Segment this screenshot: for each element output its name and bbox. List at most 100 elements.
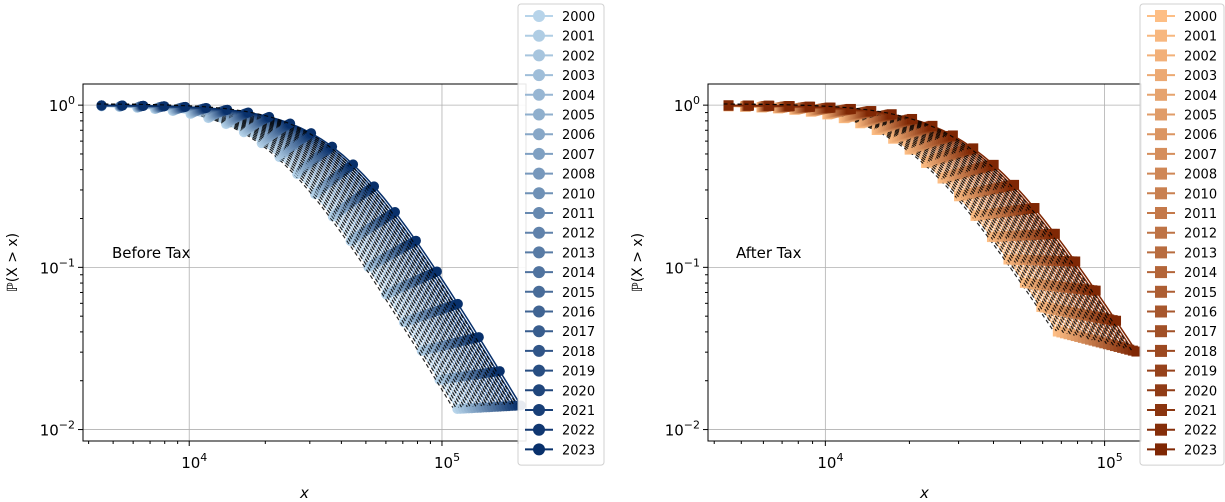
after-tax-x-tick-label: 104: [817, 451, 843, 472]
after-tax-fit-line-2000: [723, 104, 1054, 331]
after-tax-legend-label: 2017: [1184, 325, 1217, 340]
before-tax-y-tick-label: 10−1: [40, 256, 75, 277]
after-tax-legend-marker: [1155, 88, 1167, 101]
before-tax-point-2023: [390, 207, 401, 218]
after-tax-y-tick-label: 100: [674, 94, 700, 115]
after-tax-legend-marker: [1155, 69, 1167, 82]
after-tax-point-2023: [988, 159, 999, 170]
before-tax-point-2023: [117, 100, 128, 111]
after-tax-fit-line-2014: [723, 103, 1100, 343]
after-tax-legend-marker: [1155, 325, 1167, 338]
before-tax-legend-marker: [533, 325, 545, 338]
after-tax-legend-label: 2005: [1184, 109, 1217, 124]
before-tax-legend-marker: [533, 404, 545, 416]
before-tax-fit-line-2017: [97, 103, 500, 406]
after-tax-legend-marker: [1155, 384, 1167, 397]
after-tax-legend-label: 2011: [1184, 207, 1217, 222]
after-tax-point-2023: [968, 143, 979, 154]
before-tax-legend-marker: [533, 443, 545, 456]
before-tax-legend-marker: [533, 226, 545, 239]
before-tax-legend: 2000 2001 2002 2003 2004 2005 2006 2007 2008 2010…: [517, 3, 605, 466]
before-tax-fit-line-2003: [97, 104, 462, 408]
before-tax-point-2023: [410, 235, 421, 246]
before-tax-legend-marker: [533, 69, 545, 82]
before-tax-legend-marker: [533, 344, 545, 357]
after-tax-point-2023: [1090, 285, 1101, 296]
before-tax-legend-label: 2011: [562, 207, 595, 222]
before-tax-point-2023: [201, 102, 212, 113]
before-tax-legend-marker: [533, 49, 545, 62]
before-tax-legend-marker: [533, 246, 545, 259]
before-tax-legend-marker: [533, 187, 545, 200]
after-tax-point-2023: [784, 101, 795, 112]
after-tax-x-axis-label: x: [919, 484, 929, 502]
before-tax-fit-line-2022: [97, 103, 514, 405]
before-tax-legend-marker: [533, 147, 545, 160]
before-tax-legend-marker: [533, 423, 545, 436]
after-tax-legend-label: 2004: [1184, 89, 1217, 104]
before-tax-y-tick-label: 100: [49, 94, 75, 115]
after-tax-fit-line-2010: [723, 103, 1086, 339]
after-tax-x-tick-label: 105: [1097, 451, 1123, 472]
before-tax-legend-label: 2003: [562, 69, 595, 84]
before-tax-point-2023: [494, 366, 505, 377]
after-tax-annotation: After Tax: [736, 244, 802, 262]
before-tax-legend-label: 2020: [562, 384, 595, 399]
after-tax-legend: 2000 2001 2002 2003 2004 2005 2006 2007 2008 2010…: [1139, 3, 1225, 466]
after-tax-legend-label: 2015: [1184, 286, 1217, 301]
after-tax-fit-line-2013: [723, 103, 1097, 342]
after-tax-legend-marker: [1155, 207, 1167, 219]
before-tax-point-2023: [431, 266, 442, 277]
before-tax-point-2023: [180, 101, 191, 112]
after-tax-legend-marker: [1155, 187, 1167, 200]
before-tax-fit-line-2020: [97, 103, 509, 405]
before-tax-y-tick-label: 10−2: [40, 419, 75, 440]
after-tax-fit-line-2001: [723, 104, 1057, 332]
before-tax-legend-marker: [533, 266, 545, 279]
after-tax-legend-label: 2008: [1184, 168, 1217, 183]
before-tax-legend-label: 2014: [562, 266, 595, 281]
before-tax-legend-marker: [533, 10, 545, 22]
after-tax-legend-label: 2023: [1184, 443, 1217, 458]
after-tax-legend-marker: [1155, 305, 1167, 318]
before-tax-legend-label: 2019: [562, 365, 595, 380]
after-tax-legend-label: 2010: [1184, 187, 1217, 202]
after-tax-point-2023: [1049, 228, 1060, 239]
after-tax-legend-marker: [1155, 344, 1167, 357]
after-tax-legend-label: 2000: [1184, 10, 1217, 25]
after-tax-legend-label: 2006: [1184, 128, 1217, 143]
after-tax-legend-marker: [1155, 443, 1167, 456]
after-tax-point-2023: [825, 102, 836, 113]
after-tax-point-2023: [764, 100, 775, 111]
after-tax-legend-marker: [1155, 364, 1167, 377]
after-tax-point-2023: [1131, 346, 1141, 357]
before-tax-point-2023: [473, 332, 484, 343]
before-tax-legend-marker: [533, 305, 545, 318]
before-tax-fit-line-2021: [97, 103, 512, 405]
before-tax-annotation: Before Tax: [112, 244, 191, 262]
before-tax-legend-label: 2005: [562, 109, 595, 124]
after-tax-fit-line-2023: [723, 103, 1132, 351]
before-tax-point-2023: [327, 141, 338, 152]
before-tax-legend-label: 2007: [562, 148, 595, 163]
after-tax-legend-marker: [1155, 29, 1167, 42]
after-tax-legend-marker: [1155, 404, 1167, 416]
after-tax-legend-marker: [1155, 167, 1167, 180]
before-tax-legend-label: 2022: [562, 424, 595, 439]
before-tax-legend-label: 2017: [562, 325, 595, 340]
after-tax-series-2023: [723, 100, 1141, 357]
before-tax-point-2023: [306, 128, 317, 139]
before-tax-fit-line-2007: [97, 103, 474, 407]
before-tax-legend-label: 2002: [562, 49, 595, 64]
after-tax-legend-label: 2018: [1184, 345, 1217, 360]
before-tax-point-2023: [159, 101, 170, 112]
after-tax-legend-label: 2007: [1184, 148, 1217, 163]
after-tax-y-tick-label: 10−1: [665, 256, 700, 277]
after-tax-y-axis-label: ℙ(X > x): [630, 233, 646, 292]
before-tax-fit-line-2004: [97, 103, 465, 408]
before-tax-legend-label: 2006: [562, 128, 595, 143]
before-tax-plot-area: [96, 100, 526, 415]
before-tax-point-2023: [96, 100, 107, 111]
after-tax-legend-marker: [1155, 226, 1167, 239]
